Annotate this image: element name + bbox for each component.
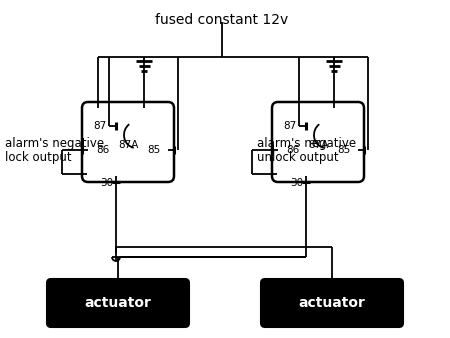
- Text: fused constant 12v: fused constant 12v: [155, 13, 288, 27]
- Text: 85: 85: [147, 145, 160, 155]
- Text: 87: 87: [283, 121, 296, 131]
- Text: alarm's negative: alarm's negative: [257, 137, 356, 149]
- Text: 30: 30: [100, 178, 113, 188]
- FancyBboxPatch shape: [47, 279, 189, 327]
- Text: 87: 87: [93, 121, 106, 131]
- Text: 87A: 87A: [118, 140, 139, 150]
- FancyBboxPatch shape: [261, 279, 403, 327]
- Text: unlock output: unlock output: [257, 151, 338, 165]
- Text: actuator: actuator: [85, 296, 152, 310]
- Text: actuator: actuator: [298, 296, 365, 310]
- Text: alarm's negative: alarm's negative: [5, 137, 104, 149]
- Text: 86: 86: [96, 145, 109, 155]
- Text: 85: 85: [337, 145, 350, 155]
- Text: 87A: 87A: [308, 140, 328, 150]
- Text: 30: 30: [290, 178, 303, 188]
- Text: lock output: lock output: [5, 151, 72, 165]
- Text: 86: 86: [286, 145, 299, 155]
